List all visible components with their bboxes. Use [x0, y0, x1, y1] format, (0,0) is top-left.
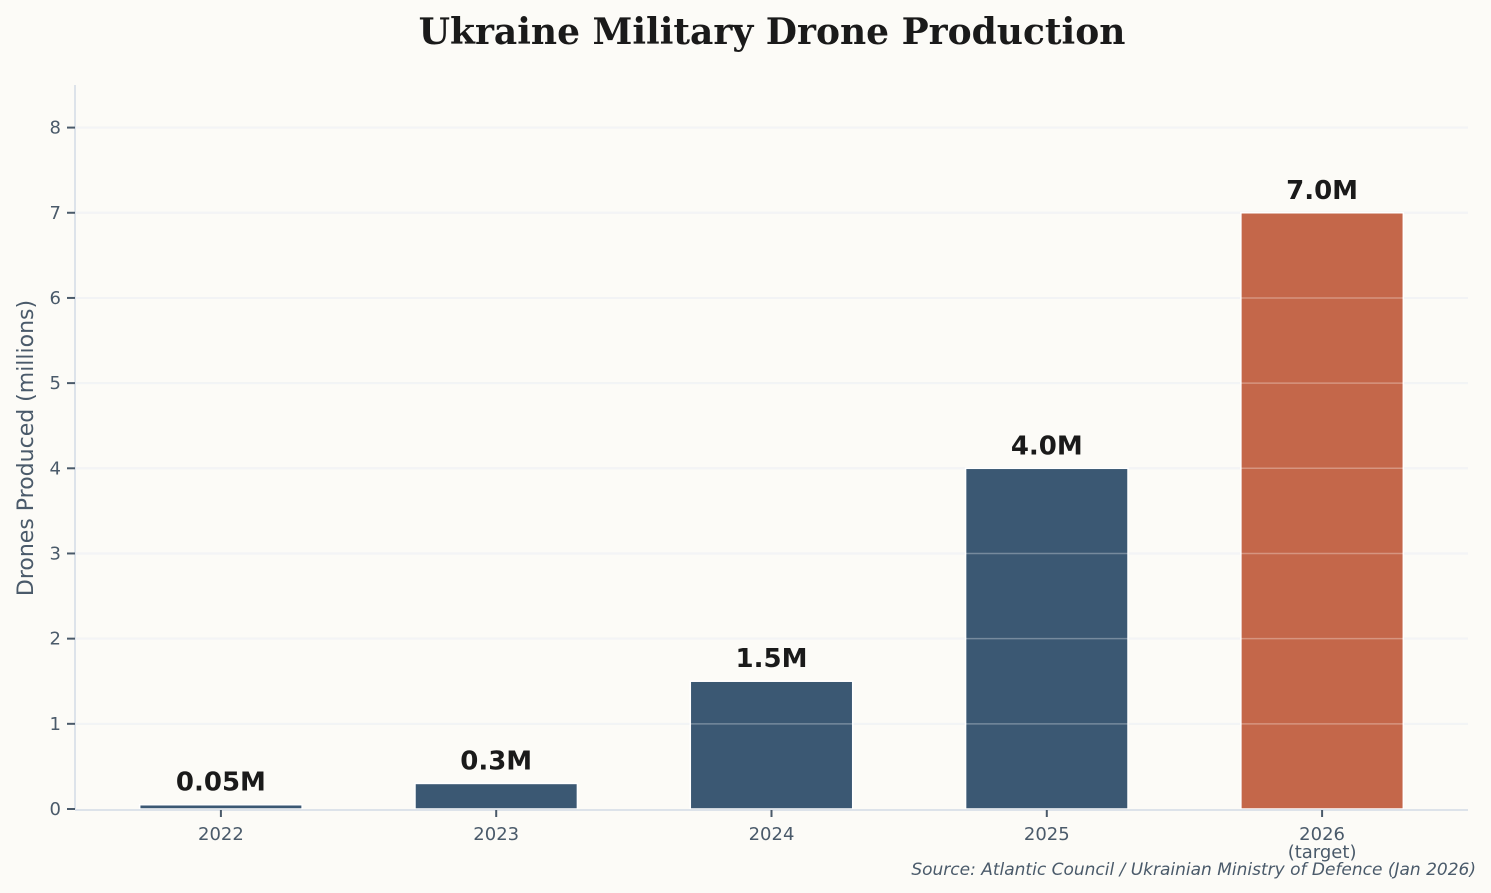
data-label: 0.3M	[460, 746, 532, 776]
x-tick-label: 2026	[1299, 824, 1345, 845]
data-label: 0.05M	[176, 768, 266, 798]
data-label: 4.0M	[1011, 431, 1083, 461]
x-tick-label: 2023	[473, 824, 519, 845]
x-tick-label: (target)	[1288, 842, 1357, 863]
grid	[75, 126, 1468, 725]
data-labels: 0.05M 0.3M 1.5M 4.0M 7.0M	[176, 176, 1358, 798]
y-tick-label: 2	[50, 629, 61, 650]
y-tick-label: 6	[50, 288, 61, 309]
y-ticks: 0 1 2 3 4 5 6 7 8	[50, 118, 75, 820]
y-tick-label: 7	[50, 203, 61, 224]
x-tick-label: 2025	[1024, 824, 1070, 845]
x-ticks: 2022 2023 2024 2025 2026(target)	[198, 810, 1356, 863]
y-tick-label: 0	[50, 799, 61, 820]
y-tick-label: 1	[50, 714, 61, 735]
y-tick-label: 4	[50, 458, 61, 479]
bars	[138, 212, 1405, 810]
bar-2022	[138, 803, 303, 810]
y-axis-label: Drones Produced (millions)	[14, 300, 39, 596]
y-tick-label: 5	[50, 373, 61, 394]
bar-2024	[689, 680, 854, 810]
source-note: Source: Atlantic Council / Ukrainian Min…	[911, 860, 1476, 880]
x-tick-label: 2024	[749, 824, 795, 845]
x-tick-label: 2022	[198, 824, 244, 845]
data-label: 1.5M	[736, 644, 808, 674]
bar-2023	[414, 782, 579, 810]
grid-overlay	[75, 126, 1468, 725]
bar-2025	[964, 467, 1129, 810]
data-label: 7.0M	[1286, 176, 1358, 206]
bar-2026	[1240, 212, 1405, 810]
chart-title: Ukraine Military Drone Production	[419, 11, 1126, 53]
y-tick-label: 3	[50, 543, 61, 564]
y-tick-label: 8	[50, 118, 61, 139]
